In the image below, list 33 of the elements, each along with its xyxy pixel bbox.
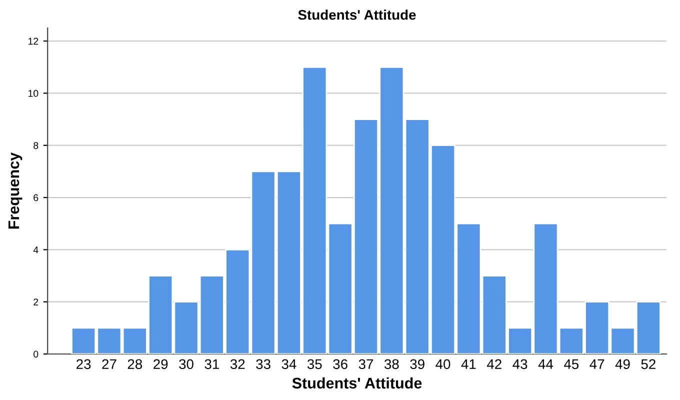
chart-title: Students' Attitude [298, 10, 416, 20]
y-tick-label: 10 [28, 90, 38, 97]
x-tick-label: 52 [641, 359, 656, 370]
y-tick-label: 8 [34, 142, 38, 149]
y-tick-label: 2 [34, 298, 38, 306]
x-tick-label: 38 [384, 359, 399, 370]
y-tick-label: 0 [34, 350, 38, 358]
y-tick-label: 12 [28, 38, 38, 45]
x-axis-title: Students' Attitude [292, 377, 422, 389]
x-tick-label: 30 [179, 359, 194, 370]
x-tick-label: 40 [436, 359, 450, 370]
x-tick-label: 45 [564, 359, 579, 370]
x-tick-label: 41 [461, 359, 476, 369]
y-tick-label: 6 [34, 194, 38, 202]
x-tick-label: 43 [512, 359, 528, 370]
x-tick-label: 49 [615, 359, 630, 370]
x-tick-label: 36 [333, 359, 348, 370]
x-tick-label: 31 [204, 359, 219, 370]
x-tick-label: 33 [256, 359, 270, 370]
x-tick-label: 34 [282, 359, 296, 370]
x-tick-label: 44 [538, 359, 554, 369]
x-tick-label: 27 [102, 359, 116, 369]
y-axis-title: Frequency [8, 152, 22, 229]
y-tick-label: 4 [33, 246, 38, 254]
x-tick-label: 47 [590, 359, 604, 369]
x-tick-label: 28 [128, 359, 142, 370]
x-tick-label: 42 [486, 359, 502, 369]
x-tick-label: 39 [410, 359, 424, 370]
x-tick-label: 35 [307, 359, 322, 370]
x-tick-label: 29 [154, 359, 168, 370]
x-tick-label: 32 [230, 359, 245, 370]
x-tick-label: 23 [76, 359, 91, 370]
x-tick-label: 37 [358, 359, 374, 370]
